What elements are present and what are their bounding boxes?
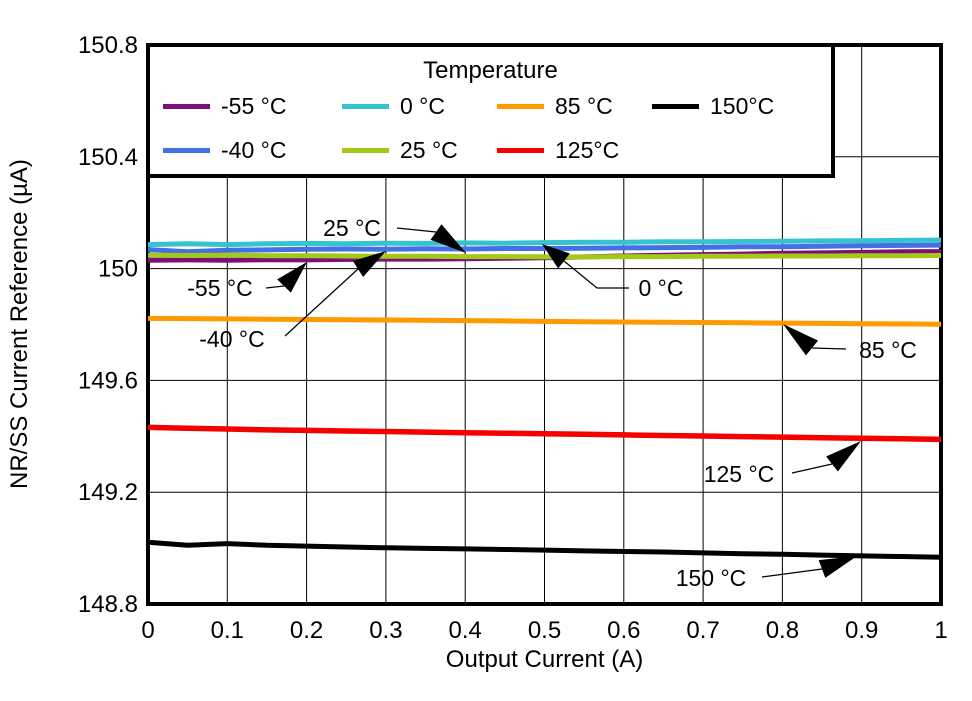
legend-box: Temperature -55 °C 0 °C 85 °C 150°C -40 … (146, 43, 835, 178)
annotation-label-6: 150 °C (676, 565, 747, 591)
annotation-leader-4 (811, 347, 847, 350)
annotation-label-4: 85 °C (859, 337, 917, 363)
annotation-arrowhead-0 (430, 224, 466, 253)
legend-label-150c: 150°C (710, 92, 775, 119)
annotation-label-5: 125 °C (704, 461, 775, 487)
legend-swatch-0c (342, 103, 389, 109)
x-tick-label-2: 0.2 (290, 617, 323, 644)
series-line-5 (147, 424, 942, 443)
legend-entry-85c: 85 °C (497, 93, 613, 119)
annotation-arrowhead-3 (542, 244, 570, 269)
legend-label--40c: -40 °C (221, 136, 287, 163)
annotation-arrowhead-1 (277, 262, 307, 293)
series-line-3 (147, 252, 942, 260)
annotation-leader-2 (284, 268, 359, 337)
annotation-arrowhead-2 (352, 251, 386, 277)
legend-entry-150c: 150°C (652, 93, 774, 119)
x-tick-label-0: 0 (141, 617, 154, 644)
annotation-leader-5 (791, 463, 833, 474)
x-tick-label-9: 0.9 (845, 617, 878, 644)
y-tick-label-4: 150.4 (78, 144, 138, 171)
x-tick-label-5: 0.5 (528, 617, 561, 644)
x-axis-title: Output Current (A) (445, 646, 644, 673)
series-line-2 (147, 237, 942, 248)
annotation-label-1: -55 °C (187, 275, 252, 301)
legend-swatch-85c (497, 103, 544, 109)
legend-entry-0c: 0 °C (342, 93, 445, 119)
annotation-arrowhead-6 (818, 556, 857, 578)
y-axis-title: NR/SS Current Reference (µA) (6, 159, 33, 490)
annotation-leader-0 (396, 227, 437, 233)
legend-entry--55c: -55 °C (163, 93, 286, 119)
x-tick-label-10: 1 (934, 617, 947, 644)
annotation-leader-6 (761, 568, 823, 578)
legend-label-125c: 125°C (555, 136, 620, 163)
legend-entry-125c: 125°C (497, 137, 619, 163)
series-line-1 (147, 242, 942, 255)
annotation-arrowhead-4 (783, 324, 819, 356)
legend-entry--40c: -40 °C (163, 137, 286, 163)
annotation-leader-1 (265, 285, 285, 289)
legend-swatch-125c (497, 147, 544, 153)
x-tick-label-1: 0.1 (211, 617, 244, 644)
y-tick-label-5: 150.8 (78, 32, 138, 59)
x-tick-label-6: 0.6 (607, 617, 640, 644)
y-tick-label-0: 148.8 (78, 591, 138, 618)
x-tick-label-8: 0.8 (766, 617, 799, 644)
legend-label-25c: 25 °C (400, 136, 458, 163)
legend-swatch-150c (652, 103, 699, 109)
series-line-6 (147, 539, 942, 560)
y-tick-label-3: 150 (98, 256, 138, 283)
legend-title: Temperature (423, 57, 558, 84)
y-tick-label-1: 149.2 (78, 479, 138, 506)
legend-label--55c: -55 °C (221, 92, 287, 119)
legend-entry-25c: 25 °C (342, 137, 458, 163)
legend-label-85c: 85 °C (555, 92, 613, 119)
x-tick-label-7: 0.7 (686, 617, 719, 644)
legend-swatch--55c (163, 103, 210, 109)
x-tick-label-4: 0.4 (449, 617, 482, 644)
legend-label-0c: 0 °C (400, 92, 445, 119)
annotation-label-0: 25 °C (323, 215, 381, 241)
annotation-label-2: -40 °C (199, 326, 264, 352)
x-tick-label-3: 0.3 (369, 617, 402, 644)
legend-swatch--40c (163, 147, 210, 153)
series-line-4 (147, 315, 942, 327)
legend-swatch-25c (342, 147, 389, 153)
annotation-arrowhead-5 (826, 441, 861, 472)
y-tick-label-2: 149.6 (78, 367, 138, 394)
annotation-label-3: 0 °C (639, 275, 684, 301)
annotation-leader-3 (563, 260, 629, 289)
